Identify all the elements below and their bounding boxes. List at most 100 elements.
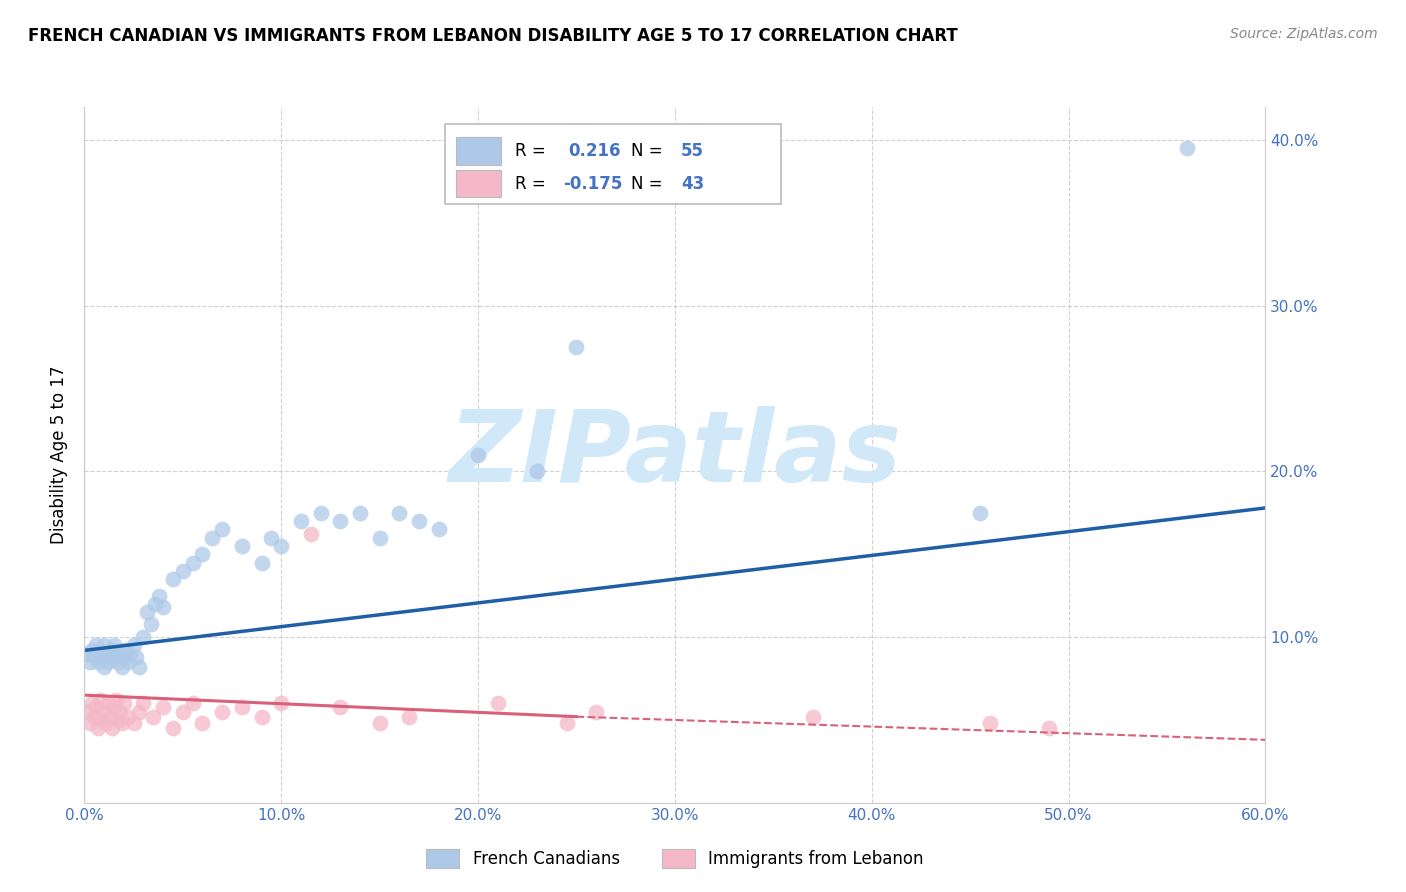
Point bbox=[84, 639, 107, 653]
Point bbox=[111, 716, 134, 731]
Point bbox=[1038, 721, 1060, 735]
Point bbox=[77, 705, 100, 719]
Point bbox=[368, 531, 391, 545]
Point bbox=[979, 716, 1001, 731]
Point bbox=[148, 589, 170, 603]
Point bbox=[82, 697, 104, 711]
Point bbox=[270, 697, 292, 711]
Point bbox=[181, 556, 204, 570]
Point bbox=[329, 514, 352, 528]
Point bbox=[108, 647, 131, 661]
Point bbox=[260, 531, 283, 545]
Text: 55: 55 bbox=[681, 142, 704, 160]
Point bbox=[107, 655, 129, 669]
Text: 43: 43 bbox=[681, 175, 704, 193]
Point bbox=[368, 716, 391, 731]
Point bbox=[98, 650, 121, 665]
Point bbox=[152, 699, 174, 714]
Point bbox=[112, 643, 135, 657]
Text: N =: N = bbox=[631, 142, 668, 160]
Point bbox=[112, 697, 135, 711]
Point bbox=[270, 539, 292, 553]
Point bbox=[486, 697, 509, 711]
Point bbox=[172, 564, 194, 578]
Point bbox=[94, 647, 117, 661]
Point bbox=[152, 600, 174, 615]
Point bbox=[211, 523, 233, 537]
Point bbox=[87, 721, 110, 735]
Point bbox=[143, 597, 166, 611]
Point bbox=[299, 527, 322, 541]
Point bbox=[77, 647, 100, 661]
Bar bbox=[457, 169, 502, 197]
Point bbox=[101, 643, 124, 657]
Point bbox=[1175, 141, 1198, 155]
Point bbox=[104, 693, 127, 707]
Point bbox=[82, 643, 104, 657]
Point bbox=[93, 705, 115, 719]
Point bbox=[969, 506, 991, 520]
Point bbox=[211, 705, 233, 719]
Point bbox=[398, 709, 420, 723]
Point bbox=[231, 699, 253, 714]
Point bbox=[172, 705, 194, 719]
Point bbox=[79, 716, 101, 731]
Point bbox=[108, 705, 131, 719]
Point bbox=[290, 514, 312, 528]
Point bbox=[128, 660, 150, 674]
Point bbox=[104, 650, 127, 665]
Point bbox=[87, 655, 110, 669]
Point bbox=[93, 639, 115, 653]
Point bbox=[427, 523, 450, 537]
Point bbox=[94, 716, 117, 731]
Point bbox=[136, 605, 159, 619]
Point bbox=[162, 572, 184, 586]
Point bbox=[555, 716, 578, 731]
Text: Source: ZipAtlas.com: Source: ZipAtlas.com bbox=[1230, 27, 1378, 41]
Point bbox=[89, 693, 111, 707]
Point bbox=[93, 660, 115, 674]
Point bbox=[101, 721, 124, 735]
Point bbox=[117, 655, 139, 669]
Text: 0.216: 0.216 bbox=[568, 142, 621, 160]
FancyBboxPatch shape bbox=[444, 124, 782, 204]
Bar bbox=[457, 137, 502, 165]
Point bbox=[231, 539, 253, 553]
Point bbox=[526, 465, 548, 479]
Point bbox=[309, 506, 332, 520]
Point bbox=[114, 650, 136, 665]
Point bbox=[122, 716, 145, 731]
Point bbox=[79, 655, 101, 669]
Point bbox=[585, 705, 607, 719]
Point bbox=[117, 709, 139, 723]
Point bbox=[250, 709, 273, 723]
Text: ZIPatlas: ZIPatlas bbox=[449, 407, 901, 503]
Point bbox=[91, 650, 114, 665]
Point bbox=[111, 660, 134, 674]
Point bbox=[141, 616, 163, 631]
Point bbox=[128, 705, 150, 719]
Point bbox=[191, 716, 214, 731]
Point bbox=[98, 709, 121, 723]
Text: N =: N = bbox=[631, 175, 668, 193]
Point bbox=[349, 506, 371, 520]
Point bbox=[89, 647, 111, 661]
Point bbox=[84, 699, 107, 714]
Point bbox=[142, 709, 165, 723]
Point bbox=[107, 713, 129, 727]
Y-axis label: Disability Age 5 to 17: Disability Age 5 to 17 bbox=[51, 366, 69, 544]
Point bbox=[801, 709, 824, 723]
Point bbox=[124, 650, 146, 665]
Point bbox=[97, 655, 120, 669]
Point bbox=[201, 531, 224, 545]
Point bbox=[388, 506, 411, 520]
Text: FRENCH CANADIAN VS IMMIGRANTS FROM LEBANON DISABILITY AGE 5 TO 17 CORRELATION CH: FRENCH CANADIAN VS IMMIGRANTS FROM LEBAN… bbox=[28, 27, 957, 45]
Point bbox=[97, 697, 120, 711]
Point bbox=[122, 639, 145, 653]
Point bbox=[91, 713, 114, 727]
Point bbox=[83, 709, 105, 723]
Point bbox=[565, 340, 588, 354]
Text: -0.175: -0.175 bbox=[562, 175, 621, 193]
Point bbox=[103, 639, 125, 653]
Legend: French Canadians, Immigrants from Lebanon: French Canadians, Immigrants from Lebano… bbox=[419, 842, 931, 874]
